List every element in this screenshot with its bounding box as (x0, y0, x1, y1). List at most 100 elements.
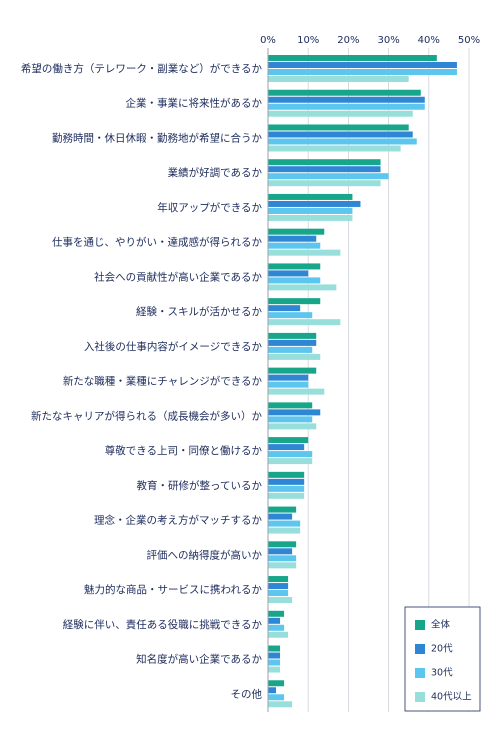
category-label: 希望の働き方（テレワーク・副業など）ができるか (21, 62, 263, 75)
category-label: 経験・スキルが活かせるか (136, 305, 262, 318)
bar (268, 207, 353, 214)
bar (268, 645, 281, 652)
bar (268, 298, 321, 305)
legend-label: 40代以上 (431, 692, 472, 703)
bar (268, 562, 297, 569)
bar (268, 548, 293, 555)
bar (268, 687, 277, 694)
bar (268, 131, 413, 138)
legend-swatch (415, 620, 425, 630)
category-label: 勤務時間・休日休暇・勤務地が希望に合うか (52, 131, 262, 144)
bar (268, 332, 317, 339)
x-tick-label: 50% (458, 35, 480, 46)
bar (268, 437, 309, 444)
bar (268, 520, 301, 527)
bar (268, 381, 309, 388)
bar (268, 513, 293, 520)
bar (268, 444, 305, 451)
x-tick-label: 10% (297, 35, 319, 46)
category-label: 業績が好調であるか (168, 166, 263, 179)
category-label: 仕事を通じ、やりがい・達成感が得られるか (52, 236, 262, 249)
bar (268, 312, 313, 319)
x-tick-label: 40% (418, 35, 440, 46)
bar (268, 576, 289, 583)
bar (268, 527, 301, 534)
legend-swatch (415, 692, 425, 702)
bar (268, 583, 289, 590)
bar (268, 367, 317, 374)
x-tick-label: 30% (377, 35, 399, 46)
bar (268, 423, 317, 430)
bar (268, 506, 297, 513)
bar (268, 249, 341, 256)
bar (268, 263, 321, 270)
legend-swatch (415, 668, 425, 678)
category-label: 魅力的な商品・サービスに携われるか (84, 583, 262, 596)
bar (268, 353, 321, 360)
bar (268, 228, 325, 235)
bar (268, 180, 381, 187)
category-label: 企業・事業に将来性があるか (126, 97, 263, 110)
bar (268, 242, 321, 249)
bar (268, 103, 425, 110)
bar (268, 471, 305, 478)
bar (268, 694, 285, 701)
bar (268, 659, 281, 666)
bar (268, 610, 285, 617)
bar (268, 76, 409, 82)
x-tick-label: 0% (260, 35, 276, 46)
category-label: 入社後の仕事内容がイメージできるか (84, 340, 263, 353)
bar (268, 388, 325, 395)
category-label: 知名度が高い企業であるか (136, 653, 262, 666)
bar (268, 214, 353, 221)
bar (268, 624, 285, 631)
category-label: 年収アップができるか (157, 201, 262, 214)
category-label: 理念・企業の考え方がマッチするか (94, 514, 262, 527)
category-label: 新たなキャリアが得られる（成長機会が多い）か (31, 409, 262, 422)
bar (268, 590, 289, 597)
bar (268, 617, 281, 624)
bar (268, 200, 361, 207)
bar (268, 631, 289, 638)
bar (268, 346, 313, 353)
x-tick-label: 20% (337, 35, 359, 46)
bar (268, 159, 381, 166)
bar (268, 478, 305, 485)
bar (268, 339, 317, 346)
bar (268, 277, 321, 284)
bar (268, 284, 337, 291)
bar (268, 145, 401, 152)
legend-swatch (415, 644, 425, 654)
category-label: 評価への納得度が高いか (147, 548, 263, 561)
bar (268, 110, 413, 117)
bar (268, 89, 421, 96)
legend-label: 20代 (431, 644, 453, 655)
bar (268, 701, 293, 708)
bar (268, 138, 417, 145)
bar (268, 96, 425, 103)
bar (268, 193, 353, 200)
bar (268, 492, 305, 499)
bar (268, 597, 293, 604)
bar (268, 124, 409, 131)
bar (268, 62, 457, 68)
bar (268, 541, 297, 548)
bar (268, 305, 301, 312)
legend-label: 30代 (431, 668, 453, 679)
bar (268, 680, 285, 687)
legend-label: 全体 (431, 619, 451, 631)
category-label: 教育・研修が整っているか (137, 479, 263, 492)
category-label: 社会への貢献性が高い企業であるか (94, 270, 262, 283)
bar (268, 409, 321, 416)
bar (268, 270, 309, 277)
bar (268, 451, 313, 458)
bar (268, 55, 437, 61)
bar (268, 166, 381, 173)
category-label: 尊敬できる上司・同僚と働けるか (105, 444, 263, 457)
bar (268, 416, 313, 423)
category-label: 経験に伴い、責任ある役職に挑戦できるか (63, 618, 263, 631)
bar (268, 69, 457, 75)
bar (268, 458, 313, 465)
bar (268, 374, 309, 381)
